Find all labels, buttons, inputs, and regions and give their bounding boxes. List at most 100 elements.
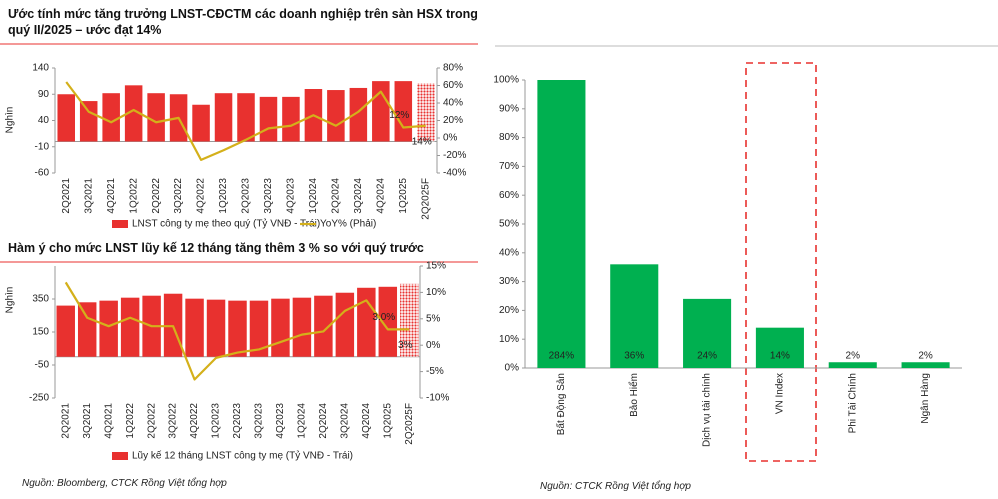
legend-label: YoY% (Phải) (320, 219, 376, 230)
y-tick-label: 70% (499, 161, 519, 172)
x-tick-label: 4Q2024 (361, 403, 372, 439)
x-tick-label: 2Q2023 (232, 403, 243, 439)
x-tick-label: 1Q2024 (297, 403, 308, 439)
y-tick-label: 140 (32, 63, 49, 74)
y2-tick-label: -5% (426, 366, 444, 377)
bar (755, 327, 804, 368)
bar (349, 87, 368, 142)
x-tick-label: Dịch vụ tài chính (702, 373, 713, 447)
data-label: 284% (549, 351, 575, 362)
y-tick-label: 50% (499, 219, 519, 230)
bar (77, 302, 97, 357)
x-tick-label: 2Q2024 (331, 178, 342, 214)
bar (327, 90, 345, 142)
y2-tick-label: 10% (426, 287, 446, 298)
bar (271, 298, 290, 357)
data-label: 24% (697, 351, 717, 362)
chart-title: Ước tính mức tăng trưởng LNST-CĐCTM các … (8, 7, 478, 37)
bar (124, 85, 143, 142)
highlight-box (745, 62, 817, 462)
y2-tick-label: 40% (443, 98, 463, 109)
bar (99, 300, 118, 357)
y-tick-label: 90 (38, 89, 50, 100)
bar (185, 298, 204, 357)
data-label: 14% (412, 136, 432, 147)
y-tick-label: -250 (29, 393, 49, 404)
x-tick-label: 3Q2023 (263, 178, 274, 214)
bar (206, 299, 226, 357)
y-tick-label: 350 (32, 294, 49, 305)
source-note: Nguồn: CTCK Rồng Việt tổng hợp (540, 481, 691, 492)
y2-tick-label: 0% (443, 133, 458, 144)
legend-swatch (112, 220, 128, 228)
bar (56, 305, 75, 357)
y2-tick-label: -20% (443, 150, 466, 161)
x-tick-label: 1Q2025 (382, 403, 393, 439)
x-tick-label: 3Q2024 (339, 403, 350, 439)
y2-tick-label: 15% (426, 261, 446, 272)
x-tick-label: 2Q2025F (420, 178, 431, 220)
x-tick-label: 1Q2022 (125, 403, 136, 439)
x-tick-label: 3Q2022 (168, 403, 179, 439)
y-tick-label: -50 (35, 360, 50, 371)
bar (214, 93, 233, 142)
x-tick-label: 2Q2021 (61, 178, 72, 214)
x-tick-label: 2Q2022 (151, 178, 162, 214)
bar (120, 297, 140, 357)
x-tick-label: 1Q2025 (398, 178, 409, 214)
bar (79, 101, 98, 142)
y2-tick-label: 0% (426, 340, 441, 351)
x-tick-label: 4Q2023 (286, 178, 297, 214)
data-label: 2% (846, 351, 861, 362)
y2-tick-label: 20% (443, 115, 463, 126)
x-tick-label: 4Q2023 (275, 403, 286, 439)
y-tick-label: -60 (35, 168, 50, 179)
data-label: 36% (624, 351, 644, 362)
x-tick-label: 2Q2023 (241, 178, 252, 214)
y2-tick-label: 60% (443, 80, 463, 91)
bar (292, 297, 312, 357)
bar (901, 362, 950, 368)
y-tick-label: -10 (35, 141, 50, 152)
bar (259, 96, 278, 142)
x-tick-label: 2Q2022 (146, 403, 157, 439)
line-series (64, 281, 410, 381)
x-tick-label: VN Index (775, 373, 786, 414)
y2-tick-label: -10% (426, 393, 449, 404)
x-tick-label: Bảo Hiểm (628, 373, 640, 417)
legend-label: Lũy kế 12 tháng LNST công ty mẹ (Tỷ VNĐ … (132, 450, 353, 462)
x-tick-label: 2Q2024 (318, 403, 329, 439)
x-tick-label: 2Q2021 (60, 403, 71, 439)
bar (417, 83, 435, 142)
y-tick-label: 0% (505, 363, 520, 374)
x-tick-label: 3Q2021 (83, 178, 94, 214)
x-tick-label: 4Q2024 (375, 178, 386, 214)
x-tick-label: 1Q2024 (308, 178, 319, 214)
y-tick-label: 80% (499, 132, 519, 143)
bar (314, 295, 333, 357)
y-tick-label: 90% (499, 103, 519, 114)
x-tick-label: 1Q2022 (128, 178, 139, 214)
y2-tick-label: 5% (426, 313, 441, 324)
x-tick-label: 3Q2024 (353, 178, 364, 214)
x-tick-label: Bất Động Sản (555, 373, 567, 435)
bar (828, 362, 877, 368)
y-axis-label: Nghìn (5, 287, 16, 314)
data-label: 3% (398, 340, 413, 351)
source-note: Nguồn: Bloomberg, CTCK Rồng Việt tổng hợ… (22, 478, 227, 489)
legend-swatch (112, 452, 128, 460)
bar (610, 264, 659, 368)
bar (282, 96, 300, 142)
bar (372, 81, 390, 142)
y2-tick-label: -40% (443, 168, 466, 179)
x-tick-label: Phi Tài Chính (847, 373, 858, 433)
data-label: 2% (918, 351, 933, 362)
x-tick-label: 2Q2025F (404, 403, 415, 445)
bar (57, 94, 75, 142)
y-tick-label: 40 (38, 115, 50, 126)
data-label: 12% (389, 110, 409, 121)
y-tick-label: 10% (499, 334, 519, 345)
bar (237, 93, 255, 142)
